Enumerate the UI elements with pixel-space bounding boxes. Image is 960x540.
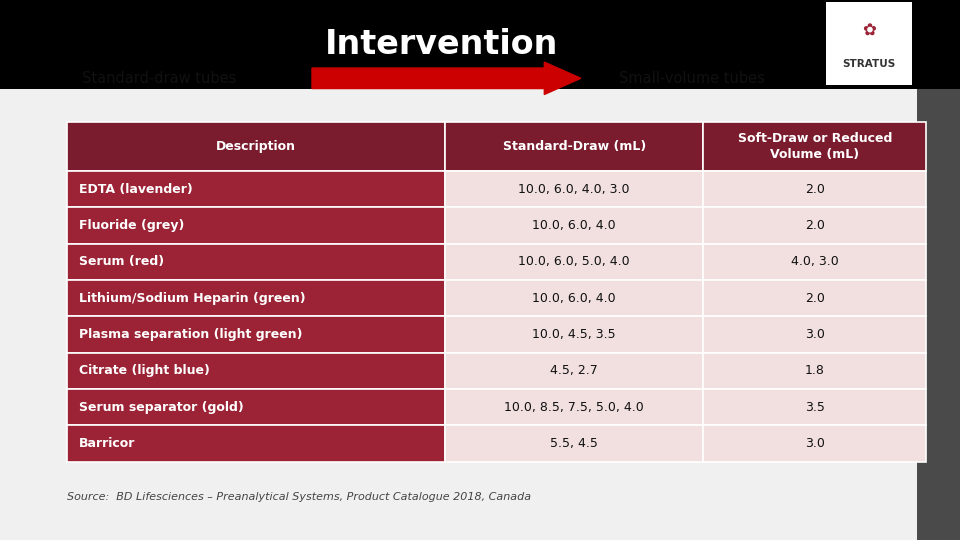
FancyBboxPatch shape (445, 353, 703, 389)
Text: 10.0, 6.0, 5.0, 4.0: 10.0, 6.0, 5.0, 4.0 (518, 255, 630, 268)
Text: Citrate (light blue): Citrate (light blue) (79, 364, 209, 377)
FancyBboxPatch shape (445, 280, 703, 316)
FancyBboxPatch shape (445, 426, 703, 462)
Text: Barricor: Barricor (79, 437, 135, 450)
FancyBboxPatch shape (445, 122, 703, 171)
FancyBboxPatch shape (67, 280, 445, 316)
FancyBboxPatch shape (445, 389, 703, 426)
Text: Standard-draw tubes: Standard-draw tubes (82, 71, 236, 86)
FancyBboxPatch shape (67, 244, 445, 280)
FancyBboxPatch shape (703, 316, 926, 353)
FancyBboxPatch shape (917, 0, 960, 540)
FancyBboxPatch shape (67, 207, 445, 244)
FancyBboxPatch shape (703, 353, 926, 389)
FancyBboxPatch shape (826, 2, 912, 85)
FancyBboxPatch shape (445, 171, 703, 207)
Text: 4.5, 2.7: 4.5, 2.7 (550, 364, 598, 377)
Text: EDTA (lavender): EDTA (lavender) (79, 183, 192, 195)
FancyBboxPatch shape (703, 244, 926, 280)
FancyBboxPatch shape (445, 316, 703, 353)
Text: 10.0, 6.0, 4.0: 10.0, 6.0, 4.0 (532, 219, 616, 232)
Text: 2.0: 2.0 (804, 183, 825, 195)
Text: ✿: ✿ (862, 22, 876, 40)
FancyBboxPatch shape (703, 171, 926, 207)
Text: Serum separator (gold): Serum separator (gold) (79, 401, 244, 414)
Text: Lithium/Sodium Heparin (green): Lithium/Sodium Heparin (green) (79, 292, 305, 305)
Text: Source:  BD Lifesciences – Preanalytical Systems, Product Catalogue 2018, Canada: Source: BD Lifesciences – Preanalytical … (67, 492, 531, 502)
FancyBboxPatch shape (445, 244, 703, 280)
Text: Soft-Draw or Reduced
Volume (mL): Soft-Draw or Reduced Volume (mL) (737, 132, 892, 161)
Text: 2.0: 2.0 (804, 219, 825, 232)
Text: Fluoride (grey): Fluoride (grey) (79, 219, 184, 232)
Text: 5.5, 4.5: 5.5, 4.5 (550, 437, 598, 450)
FancyBboxPatch shape (67, 316, 445, 353)
Text: 3.0: 3.0 (804, 328, 825, 341)
Text: Intervention: Intervention (324, 28, 559, 61)
Text: 10.0, 4.5, 3.5: 10.0, 4.5, 3.5 (532, 328, 616, 341)
FancyBboxPatch shape (445, 207, 703, 244)
FancyBboxPatch shape (703, 426, 926, 462)
FancyBboxPatch shape (67, 122, 445, 171)
FancyBboxPatch shape (703, 280, 926, 316)
Text: 10.0, 6.0, 4.0, 3.0: 10.0, 6.0, 4.0, 3.0 (518, 183, 630, 195)
Text: Standard-Draw (mL): Standard-Draw (mL) (502, 140, 646, 153)
FancyBboxPatch shape (67, 389, 445, 426)
FancyBboxPatch shape (703, 122, 926, 171)
FancyArrow shape (312, 62, 581, 94)
Text: 10.0, 6.0, 4.0: 10.0, 6.0, 4.0 (532, 292, 616, 305)
FancyBboxPatch shape (67, 353, 445, 389)
FancyBboxPatch shape (67, 426, 445, 462)
Text: 10.0, 8.5, 7.5, 5.0, 4.0: 10.0, 8.5, 7.5, 5.0, 4.0 (504, 401, 644, 414)
FancyBboxPatch shape (0, 0, 960, 89)
Text: Small-volume tubes: Small-volume tubes (619, 71, 765, 86)
FancyBboxPatch shape (703, 207, 926, 244)
Text: STRATUS: STRATUS (842, 59, 896, 69)
Text: Description: Description (216, 140, 297, 153)
FancyBboxPatch shape (67, 171, 445, 207)
Text: 3.5: 3.5 (804, 401, 825, 414)
Text: Serum (red): Serum (red) (79, 255, 164, 268)
Text: 3.0: 3.0 (804, 437, 825, 450)
Text: 2.0: 2.0 (804, 292, 825, 305)
FancyBboxPatch shape (703, 389, 926, 426)
Text: Plasma separation (light green): Plasma separation (light green) (79, 328, 302, 341)
Text: 1.8: 1.8 (804, 364, 825, 377)
Text: 4.0, 3.0: 4.0, 3.0 (791, 255, 839, 268)
